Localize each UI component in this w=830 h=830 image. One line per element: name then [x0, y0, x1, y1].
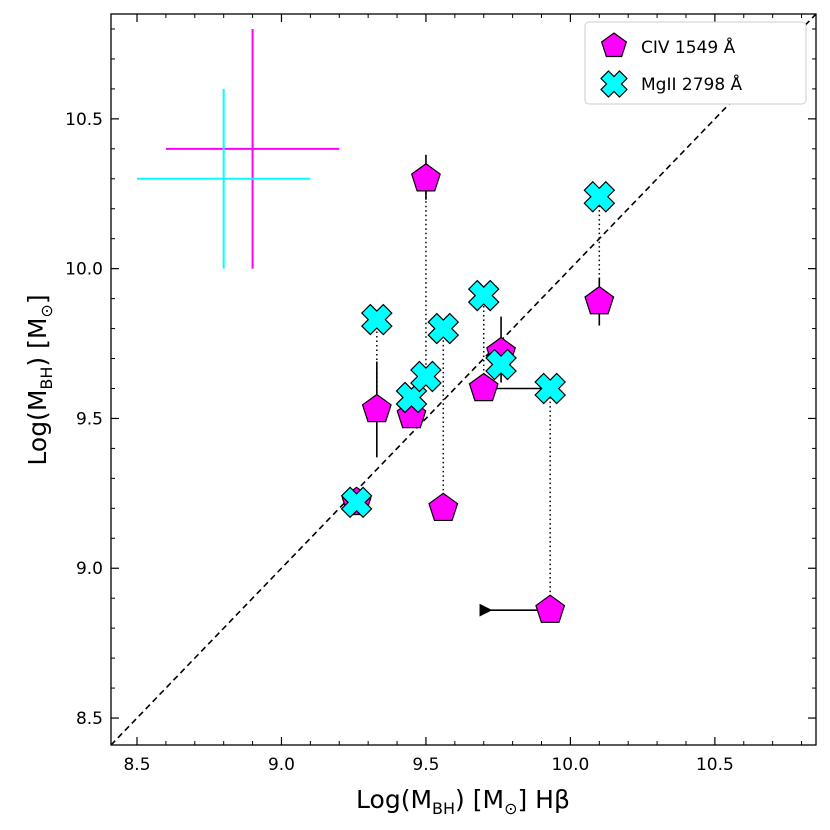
x-tick-label: 9.5 — [412, 755, 439, 775]
x-tick-label: 9.0 — [268, 755, 295, 775]
civ-point-7 — [535, 594, 566, 623]
one-to-one-line — [110, 13, 817, 746]
y-axis-title-subscript: BH — [37, 367, 56, 390]
legend-mgii-label: MgII 2798 Å — [641, 73, 743, 95]
mgii-point-5 — [467, 279, 500, 312]
axis-ticks: 8.5 9.0 9.5 10.0 10.5 8.5 9.0 9.5 10.0 10.5 — [65, 14, 816, 775]
mgii-point-3 — [410, 360, 442, 393]
mgii-point-7 — [534, 372, 567, 405]
civ-point-3 — [410, 163, 441, 192]
x-tick-label: 8.5 — [123, 755, 150, 775]
mgii-point-0 — [340, 486, 373, 519]
y-tick-label: 9.0 — [76, 559, 103, 579]
y-tick-label: 8.5 — [76, 709, 103, 729]
x-axis-title: Log(MBH) [M⊙] Hβ — [356, 785, 570, 818]
x-tick-label: 10.0 — [551, 755, 589, 775]
legend-civ-marker — [600, 32, 628, 58]
legend-box — [584, 21, 807, 105]
y-tick-label: 10.0 — [65, 260, 103, 280]
mgii-point-4 — [427, 312, 460, 345]
y-tick-label: 9.5 — [76, 409, 103, 429]
legend-mgii-marker — [600, 70, 628, 98]
civ-point-1 — [361, 393, 392, 423]
y-axis-title-sun-symbol: ⊙ — [37, 304, 56, 317]
civ-point-5 — [468, 372, 499, 402]
legend-pentagon-icon — [600, 32, 628, 58]
plot-frame — [110, 13, 817, 746]
x-axis-title-sun-symbol: ⊙ — [504, 799, 517, 818]
x-tick-label: 10.5 — [696, 755, 734, 775]
plot-layer — [110, 13, 817, 746]
y-axis-title: Log(MBH) [M⊙] — [23, 294, 56, 465]
legend-civ-label: CIV 1549 Å — [641, 36, 736, 58]
mgii-point-1 — [360, 303, 393, 336]
x-axis-title-subscript: BH — [432, 799, 455, 818]
mgii-point-8 — [583, 180, 616, 213]
civ-point-4 — [428, 492, 459, 522]
y-tick-label: 10.5 — [65, 110, 103, 130]
legend: CIV 1549 Å MgII 2798 Å — [584, 21, 807, 105]
legend-x-icon — [600, 70, 628, 98]
civ-point-8 — [584, 285, 615, 315]
mgii-point-6 — [485, 348, 517, 381]
